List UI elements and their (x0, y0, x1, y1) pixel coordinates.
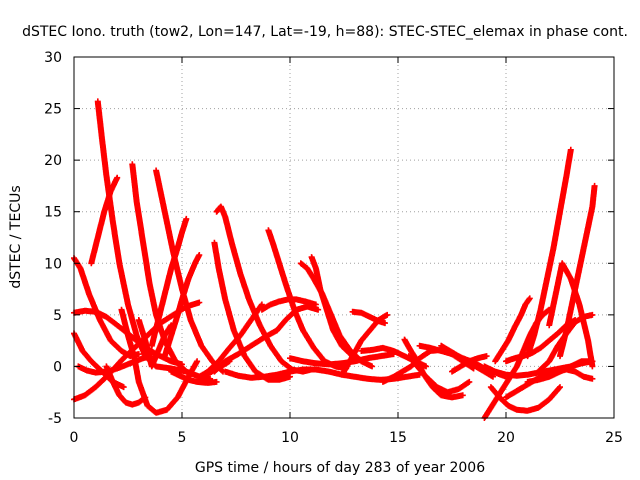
series-markers (196, 301, 265, 380)
series-markers (135, 317, 175, 370)
series-markers (148, 215, 190, 349)
series-pass-45 (535, 311, 596, 375)
series-pass-15 (168, 368, 220, 386)
series-markers (449, 353, 490, 375)
series-pass-38 (492, 295, 533, 365)
series-markers (487, 384, 563, 414)
series-markers (535, 311, 596, 375)
series-markers (213, 203, 315, 375)
series-markers (492, 295, 533, 365)
series-pass-9 (153, 167, 226, 375)
x-tick-label: 15 (389, 430, 407, 446)
series-markers (211, 327, 280, 375)
series-pass-24 (274, 303, 322, 334)
series-pass-19 (211, 327, 280, 375)
series-markers (258, 296, 319, 313)
x-tick-label: 5 (178, 430, 187, 446)
chart-title: dSTEC Iono. truth (tow2, Lon=147, Lat=-1… (22, 24, 628, 40)
y-tick-label: 10 (44, 256, 62, 272)
series-pass-37 (487, 384, 563, 414)
series-markers (103, 363, 149, 408)
series-markers (274, 303, 322, 334)
y-axis-label: dSTEC / TECUs (8, 185, 24, 288)
x-tick-label: 10 (281, 430, 299, 446)
series-pass-42 (524, 146, 574, 360)
y-tick-label: 20 (44, 153, 62, 169)
series-markers (88, 174, 121, 267)
series-pass-46 (524, 358, 596, 385)
series-markers (161, 252, 203, 360)
y-tick-label: 0 (53, 359, 62, 375)
x-tick-label: 0 (70, 430, 79, 446)
series-pass-32 (405, 353, 473, 396)
x-axis-label: GPS time / hours of day 283 of year 2006 (195, 460, 485, 476)
series-pass-6 (88, 174, 121, 267)
grid-lines (74, 57, 614, 418)
series-markers (222, 366, 423, 383)
series-pass-16 (213, 203, 315, 375)
series-markers (349, 308, 388, 327)
y-tick-label: 25 (44, 102, 62, 118)
series-markers (153, 167, 226, 375)
data-series (71, 98, 598, 421)
series-pass-13 (148, 215, 190, 349)
y-tick-label: -5 (48, 411, 62, 427)
x-tick-label: 25 (605, 430, 623, 446)
series-markers (405, 353, 473, 396)
series-pass-11 (103, 363, 149, 408)
x-tick-label: 20 (497, 430, 515, 446)
series-pass-12 (135, 317, 175, 370)
series-pass-14 (161, 252, 203, 360)
axis-ticks: 0 5 10 15 20 25 -5 0 5 10 15 20 25 30 (44, 50, 623, 446)
plot-frame (73, 56, 615, 419)
series-pass-28 (349, 308, 388, 327)
series-markers (524, 358, 596, 385)
series-pass-25 (222, 366, 423, 383)
series-pass-23 (258, 296, 319, 313)
series-pass-35 (449, 353, 490, 375)
series-pass-18 (196, 301, 265, 380)
y-tick-label: 30 (44, 50, 62, 66)
y-tick-label: 15 (44, 205, 62, 221)
series-markers (168, 368, 220, 386)
series-markers (524, 146, 574, 360)
y-tick-label: 5 (53, 308, 62, 324)
